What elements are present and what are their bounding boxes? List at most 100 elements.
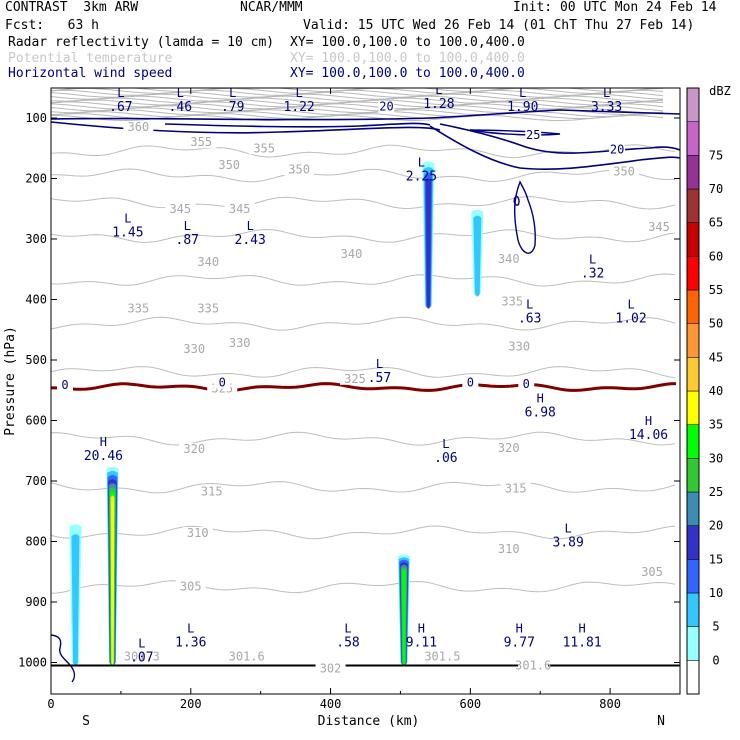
wind-label: 20	[379, 100, 393, 114]
y-tick-label: 700	[25, 474, 47, 488]
wind-label-bg	[525, 129, 542, 141]
theta-label: 310	[187, 526, 209, 540]
field-reflectivity-name: Radar reflectivity (lamda = 10 cm)	[8, 35, 275, 50]
colorbar-tick-label: 75	[709, 148, 723, 162]
valid-time: Valid: 15 UTC Wed 26 Feb 14 (01 ChT Thu …	[303, 18, 695, 33]
colorbar-segment	[686, 357, 700, 392]
extremum-value-label: 1.90	[507, 100, 538, 115]
theta-contour	[51, 366, 676, 379]
theta-label-bg	[493, 441, 524, 454]
wind-label-bg	[609, 144, 626, 156]
x-tick-label: 200	[180, 697, 202, 711]
colorbar-unit: dBZ	[709, 84, 731, 98]
wind-speed-contour	[513, 195, 520, 206]
extremum-value-label: 1.28	[423, 97, 454, 112]
reflectivity-cell	[473, 215, 482, 297]
extremum-value-label: 14.06	[629, 428, 668, 443]
wind-label: 0	[61, 378, 68, 392]
extremum-value-label: 2.25	[406, 169, 437, 184]
extremum-type-label: H	[418, 621, 425, 635]
theta-contour	[51, 88, 664, 95]
theta-label-bg	[123, 121, 154, 134]
extremum-value-label: .79	[221, 100, 244, 115]
field-reflectivity-xy: XY= 100.0,100.0 to 100.0,400.0	[290, 35, 525, 50]
colorbar-tick-label: 40	[709, 384, 723, 398]
theta-label-bg	[165, 202, 196, 215]
theta-contour	[51, 525, 676, 540]
theta-label-bg	[637, 565, 668, 578]
theta-label-bg	[179, 442, 210, 455]
extremum-type-label: L	[442, 437, 449, 451]
theta-label: 310	[498, 542, 520, 556]
extremum-type-label: L	[138, 636, 145, 650]
wind-label-bg	[462, 377, 479, 389]
extremum-type-label: L	[187, 621, 194, 635]
theta-contour	[51, 580, 676, 594]
extremum-type-label: L	[565, 521, 572, 535]
theta-label: 320	[498, 441, 520, 455]
extremum-type-label: L	[177, 86, 184, 100]
colorbar-segment	[686, 323, 700, 358]
theta-label: 315	[505, 481, 527, 495]
extremum-value-label: 1.02	[615, 312, 646, 327]
theta-label-bg	[497, 295, 528, 308]
theta-label-bg	[336, 248, 367, 261]
theta-label: 302	[320, 662, 342, 676]
x-tick-label: 800	[599, 697, 621, 711]
theta-label-bg	[126, 650, 157, 663]
extremum-type-label: L	[117, 86, 124, 100]
y-tick-label: 300	[25, 232, 47, 246]
theta-label-bg	[284, 163, 315, 176]
y-tick-label: 200	[25, 172, 47, 186]
y-tick-label: 1000	[18, 656, 47, 670]
colorbar-tick-label: 65	[709, 216, 723, 230]
colorbar-tick-label: 50	[709, 317, 723, 331]
theta-label: 330	[508, 340, 530, 354]
y-tick-label: 600	[25, 414, 47, 428]
theta-label-bg	[224, 202, 255, 215]
extremum-type-label: L	[526, 298, 533, 312]
theta-contour	[51, 114, 664, 122]
model-title: CONTRAST 3km ARW	[5, 0, 139, 15]
theta-label-bg	[175, 580, 206, 593]
wind-speed-contour	[51, 121, 441, 134]
extremum-value-label: .57	[368, 371, 391, 386]
extremum-value-label: 3.33	[591, 100, 622, 115]
theta-label: 330	[229, 336, 251, 350]
theta-label-bg	[193, 302, 224, 315]
extremum-type-label: L	[184, 219, 191, 233]
theta-contour	[51, 196, 676, 210]
wind-label: 0	[523, 377, 530, 391]
y-tick-label: 100	[25, 111, 47, 125]
theta-label-bg	[518, 659, 549, 672]
extremum-type-label: L	[229, 86, 236, 100]
field-wind-xy: XY= 100.0,100.0 to 100.0,400.0	[290, 66, 525, 81]
theta-label: 340	[498, 252, 520, 266]
colorbar-tick-label: 5	[712, 620, 719, 634]
theta-contour	[51, 144, 676, 159]
wind-label-bg	[378, 101, 395, 113]
wind-label-bg	[214, 377, 231, 389]
wind-speed-contour	[439, 123, 680, 154]
theta-label-bg	[123, 302, 154, 315]
theta-label-bg	[182, 527, 213, 540]
extremum-value-label: .87	[176, 233, 199, 248]
extremum-value-label: .07	[130, 650, 153, 665]
theta-label: 301.6	[515, 659, 551, 673]
theta-label: 350	[288, 162, 310, 176]
theta-label-bg	[427, 650, 458, 663]
extremum-type-label: L	[603, 86, 610, 100]
theta-contour	[51, 273, 676, 287]
wind-label-bg	[56, 379, 73, 391]
x-tick-label: 400	[320, 697, 342, 711]
theta-label: 340	[197, 255, 219, 269]
extremum-value-label: .06	[434, 451, 457, 466]
theta-label: 301.3	[124, 649, 160, 663]
plot-frame	[50, 87, 681, 695]
theta-label-bg	[644, 220, 675, 233]
theta-label: 325	[344, 372, 366, 386]
extremum-type-label: H	[645, 414, 652, 428]
extremum-type-label: H	[579, 621, 586, 635]
theta-label: 301.5	[424, 649, 460, 663]
